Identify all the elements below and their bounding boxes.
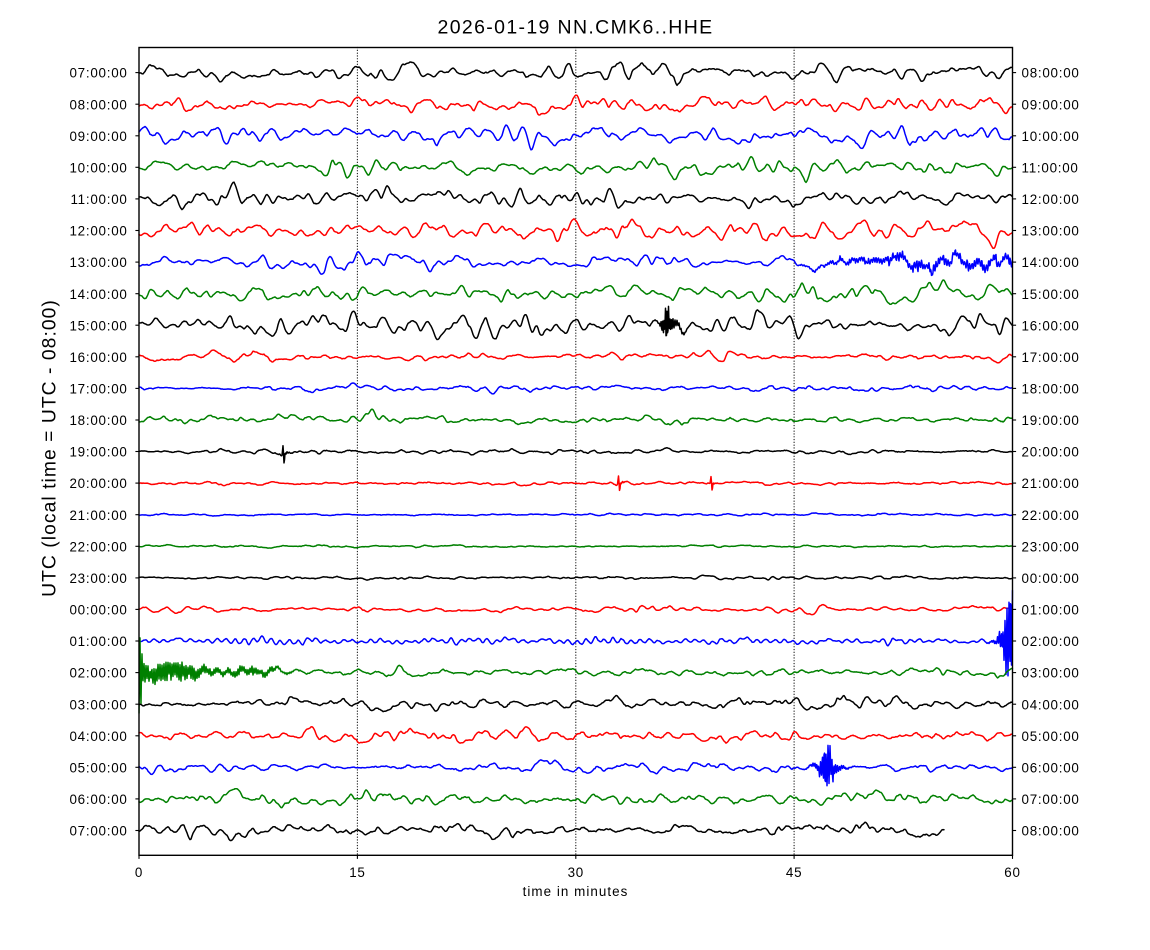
svg-text:22:00:00: 22:00:00: [69, 539, 127, 554]
svg-text:10:00:00: 10:00:00: [69, 160, 127, 175]
svg-text:18:00:00: 18:00:00: [1022, 382, 1080, 397]
svg-text:19:00:00: 19:00:00: [1022, 413, 1080, 428]
svg-text:02:00:00: 02:00:00: [1022, 634, 1080, 649]
svg-text:13:00:00: 13:00:00: [1022, 224, 1080, 239]
svg-text:19:00:00: 19:00:00: [69, 445, 127, 460]
svg-text:23:00:00: 23:00:00: [69, 571, 127, 586]
svg-text:07:00:00: 07:00:00: [69, 66, 127, 81]
svg-text:UTC (local time = UTC - 08:00): UTC (local time = UTC - 08:00): [40, 299, 61, 597]
svg-text:21:00:00: 21:00:00: [1022, 476, 1080, 491]
svg-text:05:00:00: 05:00:00: [1022, 729, 1080, 744]
svg-text:06:00:00: 06:00:00: [69, 792, 127, 807]
svg-text:60: 60: [1004, 865, 1020, 880]
svg-text:05:00:00: 05:00:00: [69, 760, 127, 775]
svg-text:18:00:00: 18:00:00: [69, 413, 127, 428]
svg-text:07:00:00: 07:00:00: [1022, 792, 1080, 807]
svg-text:12:00:00: 12:00:00: [69, 224, 127, 239]
svg-text:20:00:00: 20:00:00: [1022, 445, 1080, 460]
svg-text:13:00:00: 13:00:00: [69, 255, 127, 270]
svg-text:06:00:00: 06:00:00: [1022, 760, 1080, 775]
svg-text:08:00:00: 08:00:00: [1022, 824, 1080, 839]
svg-text:16:00:00: 16:00:00: [69, 350, 127, 365]
svg-text:21:00:00: 21:00:00: [69, 508, 127, 523]
svg-text:01:00:00: 01:00:00: [69, 634, 127, 649]
svg-text:0: 0: [135, 865, 143, 880]
svg-text:30: 30: [568, 865, 584, 880]
svg-text:17:00:00: 17:00:00: [69, 382, 127, 397]
svg-text:10:00:00: 10:00:00: [1022, 129, 1080, 144]
svg-text:08:00:00: 08:00:00: [69, 97, 127, 112]
svg-text:12:00:00: 12:00:00: [1022, 192, 1080, 207]
svg-text:15:00:00: 15:00:00: [1022, 287, 1080, 302]
svg-text:20:00:00: 20:00:00: [69, 476, 127, 491]
svg-text:2026-01-19 NN.CMK6..HHE: 2026-01-19 NN.CMK6..HHE: [438, 17, 714, 39]
svg-text:16:00:00: 16:00:00: [1022, 318, 1080, 333]
svg-text:17:00:00: 17:00:00: [1022, 350, 1080, 365]
svg-text:04:00:00: 04:00:00: [1022, 697, 1080, 712]
svg-text:14:00:00: 14:00:00: [69, 287, 127, 302]
svg-text:23:00:00: 23:00:00: [1022, 539, 1080, 554]
svg-text:15: 15: [349, 865, 365, 880]
svg-text:03:00:00: 03:00:00: [1022, 666, 1080, 681]
svg-text:09:00:00: 09:00:00: [69, 129, 127, 144]
svg-text:11:00:00: 11:00:00: [70, 192, 127, 207]
svg-text:02:00:00: 02:00:00: [69, 666, 127, 681]
svg-text:00:00:00: 00:00:00: [69, 603, 127, 618]
svg-text:15:00:00: 15:00:00: [69, 318, 127, 333]
svg-text:45: 45: [786, 865, 802, 880]
svg-text:09:00:00: 09:00:00: [1022, 97, 1080, 112]
svg-text:00:00:00: 00:00:00: [1022, 571, 1080, 586]
svg-text:01:00:00: 01:00:00: [1022, 603, 1080, 618]
svg-text:03:00:00: 03:00:00: [69, 697, 127, 712]
svg-text:14:00:00: 14:00:00: [1022, 255, 1080, 270]
svg-text:22:00:00: 22:00:00: [1022, 508, 1080, 523]
svg-text:time in minutes: time in minutes: [523, 884, 629, 899]
svg-text:08:00:00: 08:00:00: [1022, 66, 1080, 81]
svg-text:11:00:00: 11:00:00: [1022, 160, 1079, 175]
svg-text:04:00:00: 04:00:00: [69, 729, 127, 744]
svg-text:07:00:00: 07:00:00: [69, 824, 127, 839]
